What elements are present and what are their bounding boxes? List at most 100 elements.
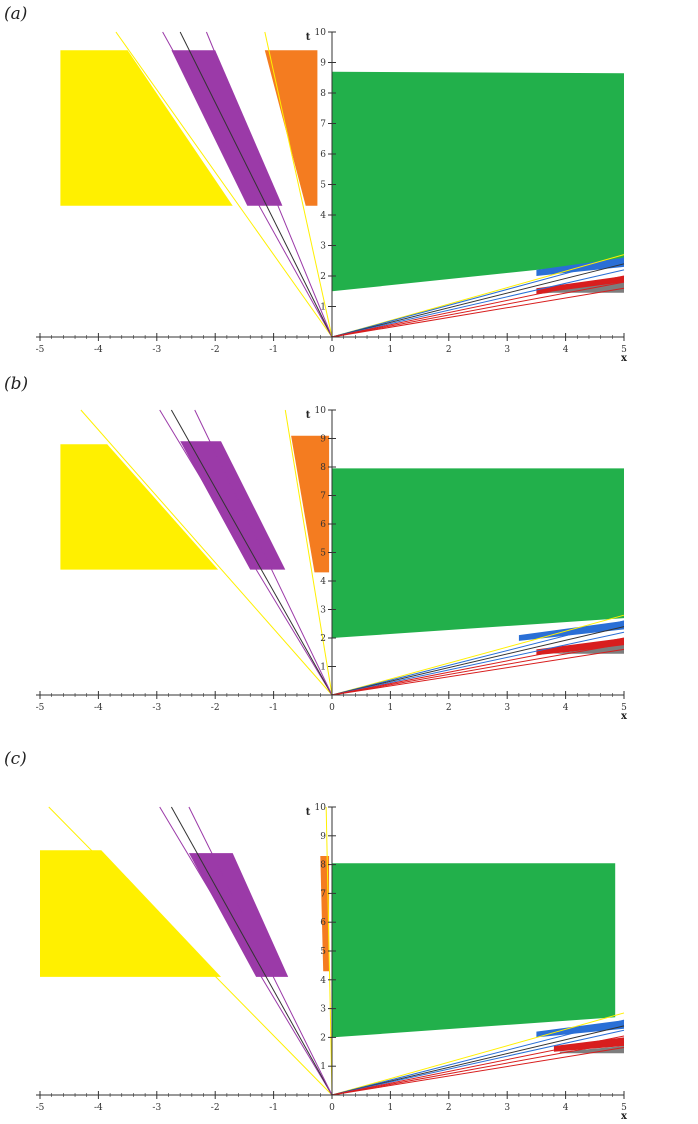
ray-dark [331, 626, 625, 696]
y-tick-label: 9 [320, 832, 326, 842]
chart-panel-a: (a) -5 -4 -3 -2 -1 0 1 2 3 4 5 1 2 3 4 5 6 7 8 9 10 x t [0, 0, 698, 365]
ray-red [331, 281, 625, 338]
ray-blue [331, 1029, 625, 1096]
y-tick-label: 9 [320, 435, 326, 445]
x-tick-label: -5 [36, 703, 45, 713]
region-gray [553, 645, 624, 654]
x-tick-label: 0 [329, 345, 335, 355]
ray-yellow [80, 409, 333, 696]
region-green [332, 468, 624, 638]
y-tick-label: 10 [315, 803, 327, 813]
region-blue [536, 1020, 624, 1038]
region-purple [180, 441, 286, 570]
x-tick-label: 4 [563, 1103, 569, 1113]
region-green [332, 71, 624, 292]
x-tick-label: 2 [446, 1103, 452, 1113]
y-tick-label: 1 [320, 1062, 326, 1072]
ray-blue [331, 620, 625, 696]
y-tick-label: 8 [320, 861, 326, 871]
chart-c: -5 -4 -3 -2 -1 0 1 2 3 4 5 1 2 3 4 5 6 7 8 9 10 x t [36, 803, 628, 1120]
x-tick-label: -4 [94, 703, 103, 713]
panel-label-b: (b) [4, 374, 29, 394]
y-tick-label: 4 [320, 976, 326, 986]
ray-dark [170, 409, 333, 696]
y-tick-label: 6 [320, 918, 326, 928]
y-tick-label: 2 [320, 1033, 326, 1043]
x-tick-label: 0 [329, 1103, 335, 1113]
x-tick-label: 2 [446, 345, 452, 355]
chart-panel-b: (b) -5 -4 -3 -2 -1 0 1 2 3 4 5 1 2 3 4 5 6 7 8 9 10 x t [0, 370, 698, 730]
x-tick-label: 5 [621, 345, 627, 355]
x-tick-label: -4 [94, 345, 103, 355]
ray-yellow [115, 31, 333, 338]
x-tick-label: -2 [211, 1103, 220, 1113]
y-tick-label: 2 [320, 634, 326, 644]
x-axis-label: x [621, 353, 628, 364]
ray-purple [194, 409, 333, 696]
ray-dark [331, 263, 625, 338]
x-tick-label: -4 [94, 1103, 103, 1113]
x-tick-label: 1 [388, 1103, 394, 1113]
x-tick-label: 5 [621, 1103, 627, 1113]
chart-b: -5 -4 -3 -2 -1 0 1 2 3 4 5 1 2 3 4 5 6 7 8 9 10 x t [36, 406, 628, 722]
ray-purple [162, 31, 333, 338]
ray-yellow [48, 806, 333, 1096]
y-axis-label: t [306, 807, 311, 818]
region-red [553, 1037, 624, 1052]
y-tick-label: 3 [320, 606, 326, 616]
y-tick-label: 4 [320, 211, 326, 221]
ray-red [331, 1046, 625, 1096]
y-tick-label: 8 [320, 463, 326, 473]
region-green [332, 863, 616, 1038]
region-gray [559, 1046, 624, 1054]
x-tick-label: -2 [211, 703, 220, 713]
ray-dark [179, 31, 333, 338]
region-blue [518, 620, 624, 641]
ray-purple [188, 806, 333, 1096]
ray-dark [331, 1025, 625, 1096]
y-tick-label: 9 [320, 59, 326, 69]
region-purple [188, 853, 289, 977]
y-tick-label: 6 [320, 150, 326, 160]
ray-red [331, 637, 625, 696]
y-tick-label: 3 [320, 1005, 326, 1015]
region-yellow [60, 444, 219, 570]
ray-purple [159, 409, 333, 696]
ray-dark [170, 806, 333, 1096]
panel-label-c: (c) [4, 749, 27, 769]
x-tick-label: 1 [388, 703, 394, 713]
region-orange [264, 50, 318, 206]
y-tick-label: 7 [320, 120, 326, 130]
ray-blue [331, 257, 625, 338]
x-axis-label: x [621, 1111, 628, 1120]
x-tick-label: 0 [329, 703, 335, 713]
ray-blue [331, 1019, 625, 1096]
x-tick-label: -1 [269, 345, 278, 355]
y-tick-label: 5 [320, 549, 326, 559]
y-tick-label: 4 [320, 577, 326, 587]
y-tick-label: 2 [320, 272, 326, 282]
x-axis-label: x [621, 711, 628, 722]
ray-blue [331, 631, 625, 696]
region-purple [171, 50, 283, 206]
ray-red [331, 643, 625, 696]
x-tick-label: 3 [504, 1103, 510, 1113]
ray-purple [159, 806, 333, 1096]
x-tick-label: 1 [388, 345, 394, 355]
x-tick-label: -5 [36, 345, 45, 355]
region-orange [320, 856, 330, 972]
y-tick-label: 1 [320, 663, 326, 673]
y-tick-label: 7 [320, 889, 326, 899]
y-tick-label: 5 [320, 181, 326, 191]
x-tick-label: 3 [504, 703, 510, 713]
ray-red [331, 287, 625, 338]
ray-red [331, 648, 625, 696]
x-tick-label: 4 [563, 345, 569, 355]
ray-red [331, 1035, 625, 1096]
y-tick-label: 5 [320, 947, 326, 957]
x-tick-label: 2 [446, 703, 452, 713]
chart-a: -5 -4 -3 -2 -1 0 1 2 3 4 5 1 2 3 4 5 6 7 8 9 10 x t [36, 28, 628, 364]
x-tick-label: -1 [269, 1103, 278, 1113]
region-yellow [40, 850, 221, 977]
x-tick-label: -3 [152, 345, 161, 355]
